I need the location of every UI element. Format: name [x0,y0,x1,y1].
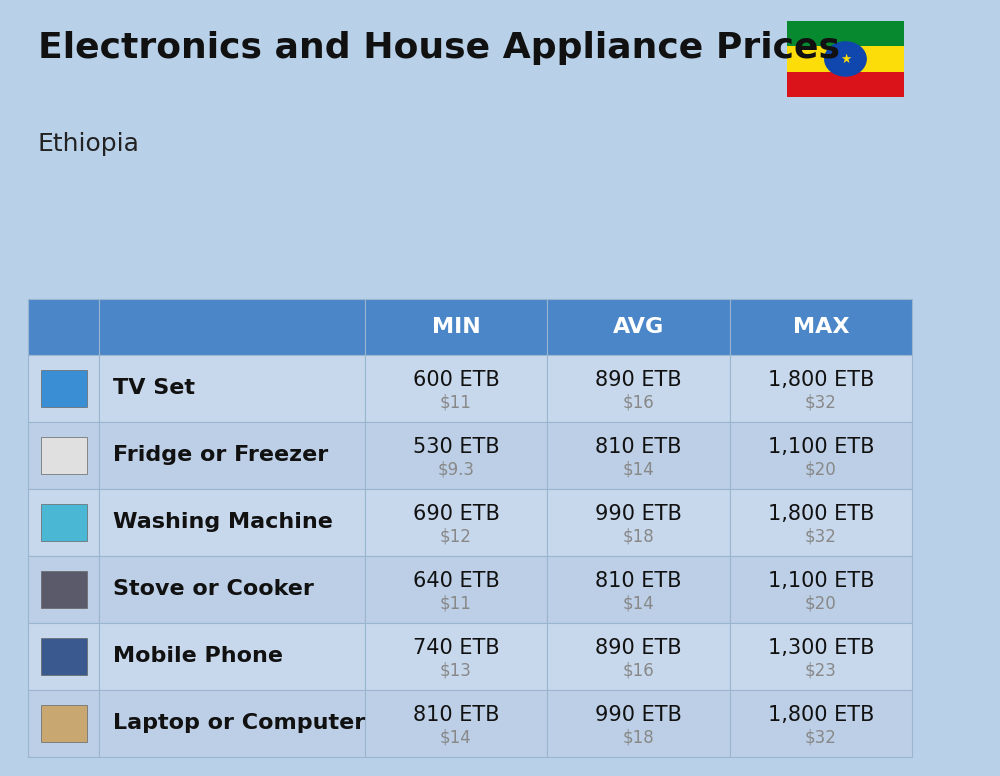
Bar [99,556,365,622]
Bar [787,71,904,97]
Bar [730,622,912,690]
Text: 810 ETB: 810 ETB [595,437,682,457]
Bar [41,369,87,407]
Text: $18: $18 [622,528,654,546]
Text: Fridge or Freezer: Fridge or Freezer [113,445,328,465]
Text: 530 ETB: 530 ETB [413,437,499,457]
Text: $12: $12 [440,528,472,546]
Text: $13: $13 [440,662,472,680]
Bar [547,355,730,421]
Circle shape [825,42,866,76]
Text: $18: $18 [622,729,654,747]
Text: 1,800 ETB: 1,800 ETB [768,370,874,390]
Bar [28,355,99,421]
Text: Stove or Cooker: Stove or Cooker [113,579,314,599]
Text: MAX: MAX [793,317,849,337]
Text: $32: $32 [805,729,837,747]
Bar [41,437,87,473]
Bar [365,690,547,757]
Text: Laptop or Computer: Laptop or Computer [113,713,365,733]
Text: 890 ETB: 890 ETB [595,638,682,658]
Text: 1,800 ETB: 1,800 ETB [768,705,874,725]
Bar [99,421,365,489]
Text: $20: $20 [805,595,837,613]
Bar [547,421,730,489]
Text: 890 ETB: 890 ETB [595,370,682,390]
Text: Mobile Phone: Mobile Phone [113,646,283,666]
Bar [730,489,912,556]
Bar [787,21,904,47]
Text: AVG: AVG [613,317,664,337]
Bar [547,622,730,690]
Text: 1,100 ETB: 1,100 ETB [768,571,874,591]
Text: Washing Machine: Washing Machine [113,512,333,532]
Text: $14: $14 [440,729,472,747]
Bar [787,47,904,71]
Bar [99,299,365,355]
Text: Electronics and House Appliance Prices: Electronics and House Appliance Prices [38,31,840,65]
Bar [365,299,547,355]
Bar [99,690,365,757]
Text: TV Set: TV Set [113,378,195,398]
Bar [365,489,547,556]
Text: 640 ETB: 640 ETB [413,571,499,591]
Bar [547,489,730,556]
Bar [28,690,99,757]
Bar [547,690,730,757]
Bar [730,355,912,421]
Bar [365,622,547,690]
Bar [41,638,87,674]
Text: $23: $23 [805,662,837,680]
Bar [28,556,99,622]
Text: 810 ETB: 810 ETB [595,571,682,591]
Bar [28,622,99,690]
Text: $20: $20 [805,461,837,479]
Bar [28,421,99,489]
Text: ★: ★ [840,53,851,65]
Bar [99,355,365,421]
Bar [41,570,87,608]
Text: 600 ETB: 600 ETB [413,370,499,390]
Bar [730,299,912,355]
Text: 1,300 ETB: 1,300 ETB [768,638,874,658]
Bar [41,504,87,541]
Text: $16: $16 [622,394,654,412]
Bar [547,556,730,622]
Bar [28,299,99,355]
Text: $14: $14 [622,595,654,613]
Text: Ethiopia: Ethiopia [38,132,140,156]
Text: $32: $32 [805,394,837,412]
Text: $11: $11 [440,394,472,412]
Bar [547,299,730,355]
Text: $16: $16 [622,662,654,680]
Text: $32: $32 [805,528,837,546]
Text: $9.3: $9.3 [437,461,474,479]
Text: 740 ETB: 740 ETB [413,638,499,658]
Text: 1,800 ETB: 1,800 ETB [768,504,874,524]
Text: 690 ETB: 690 ETB [413,504,499,524]
Text: $14: $14 [622,461,654,479]
Bar [99,622,365,690]
Text: $11: $11 [440,595,472,613]
Text: 810 ETB: 810 ETB [413,705,499,725]
Text: 1,100 ETB: 1,100 ETB [768,437,874,457]
Bar [730,421,912,489]
Text: 990 ETB: 990 ETB [595,504,682,524]
Bar [730,690,912,757]
Bar [365,421,547,489]
Bar [99,489,365,556]
Text: 990 ETB: 990 ETB [595,705,682,725]
Bar [28,489,99,556]
Bar [41,705,87,742]
Bar [365,556,547,622]
Text: MIN: MIN [432,317,480,337]
Bar [730,556,912,622]
Bar [365,355,547,421]
